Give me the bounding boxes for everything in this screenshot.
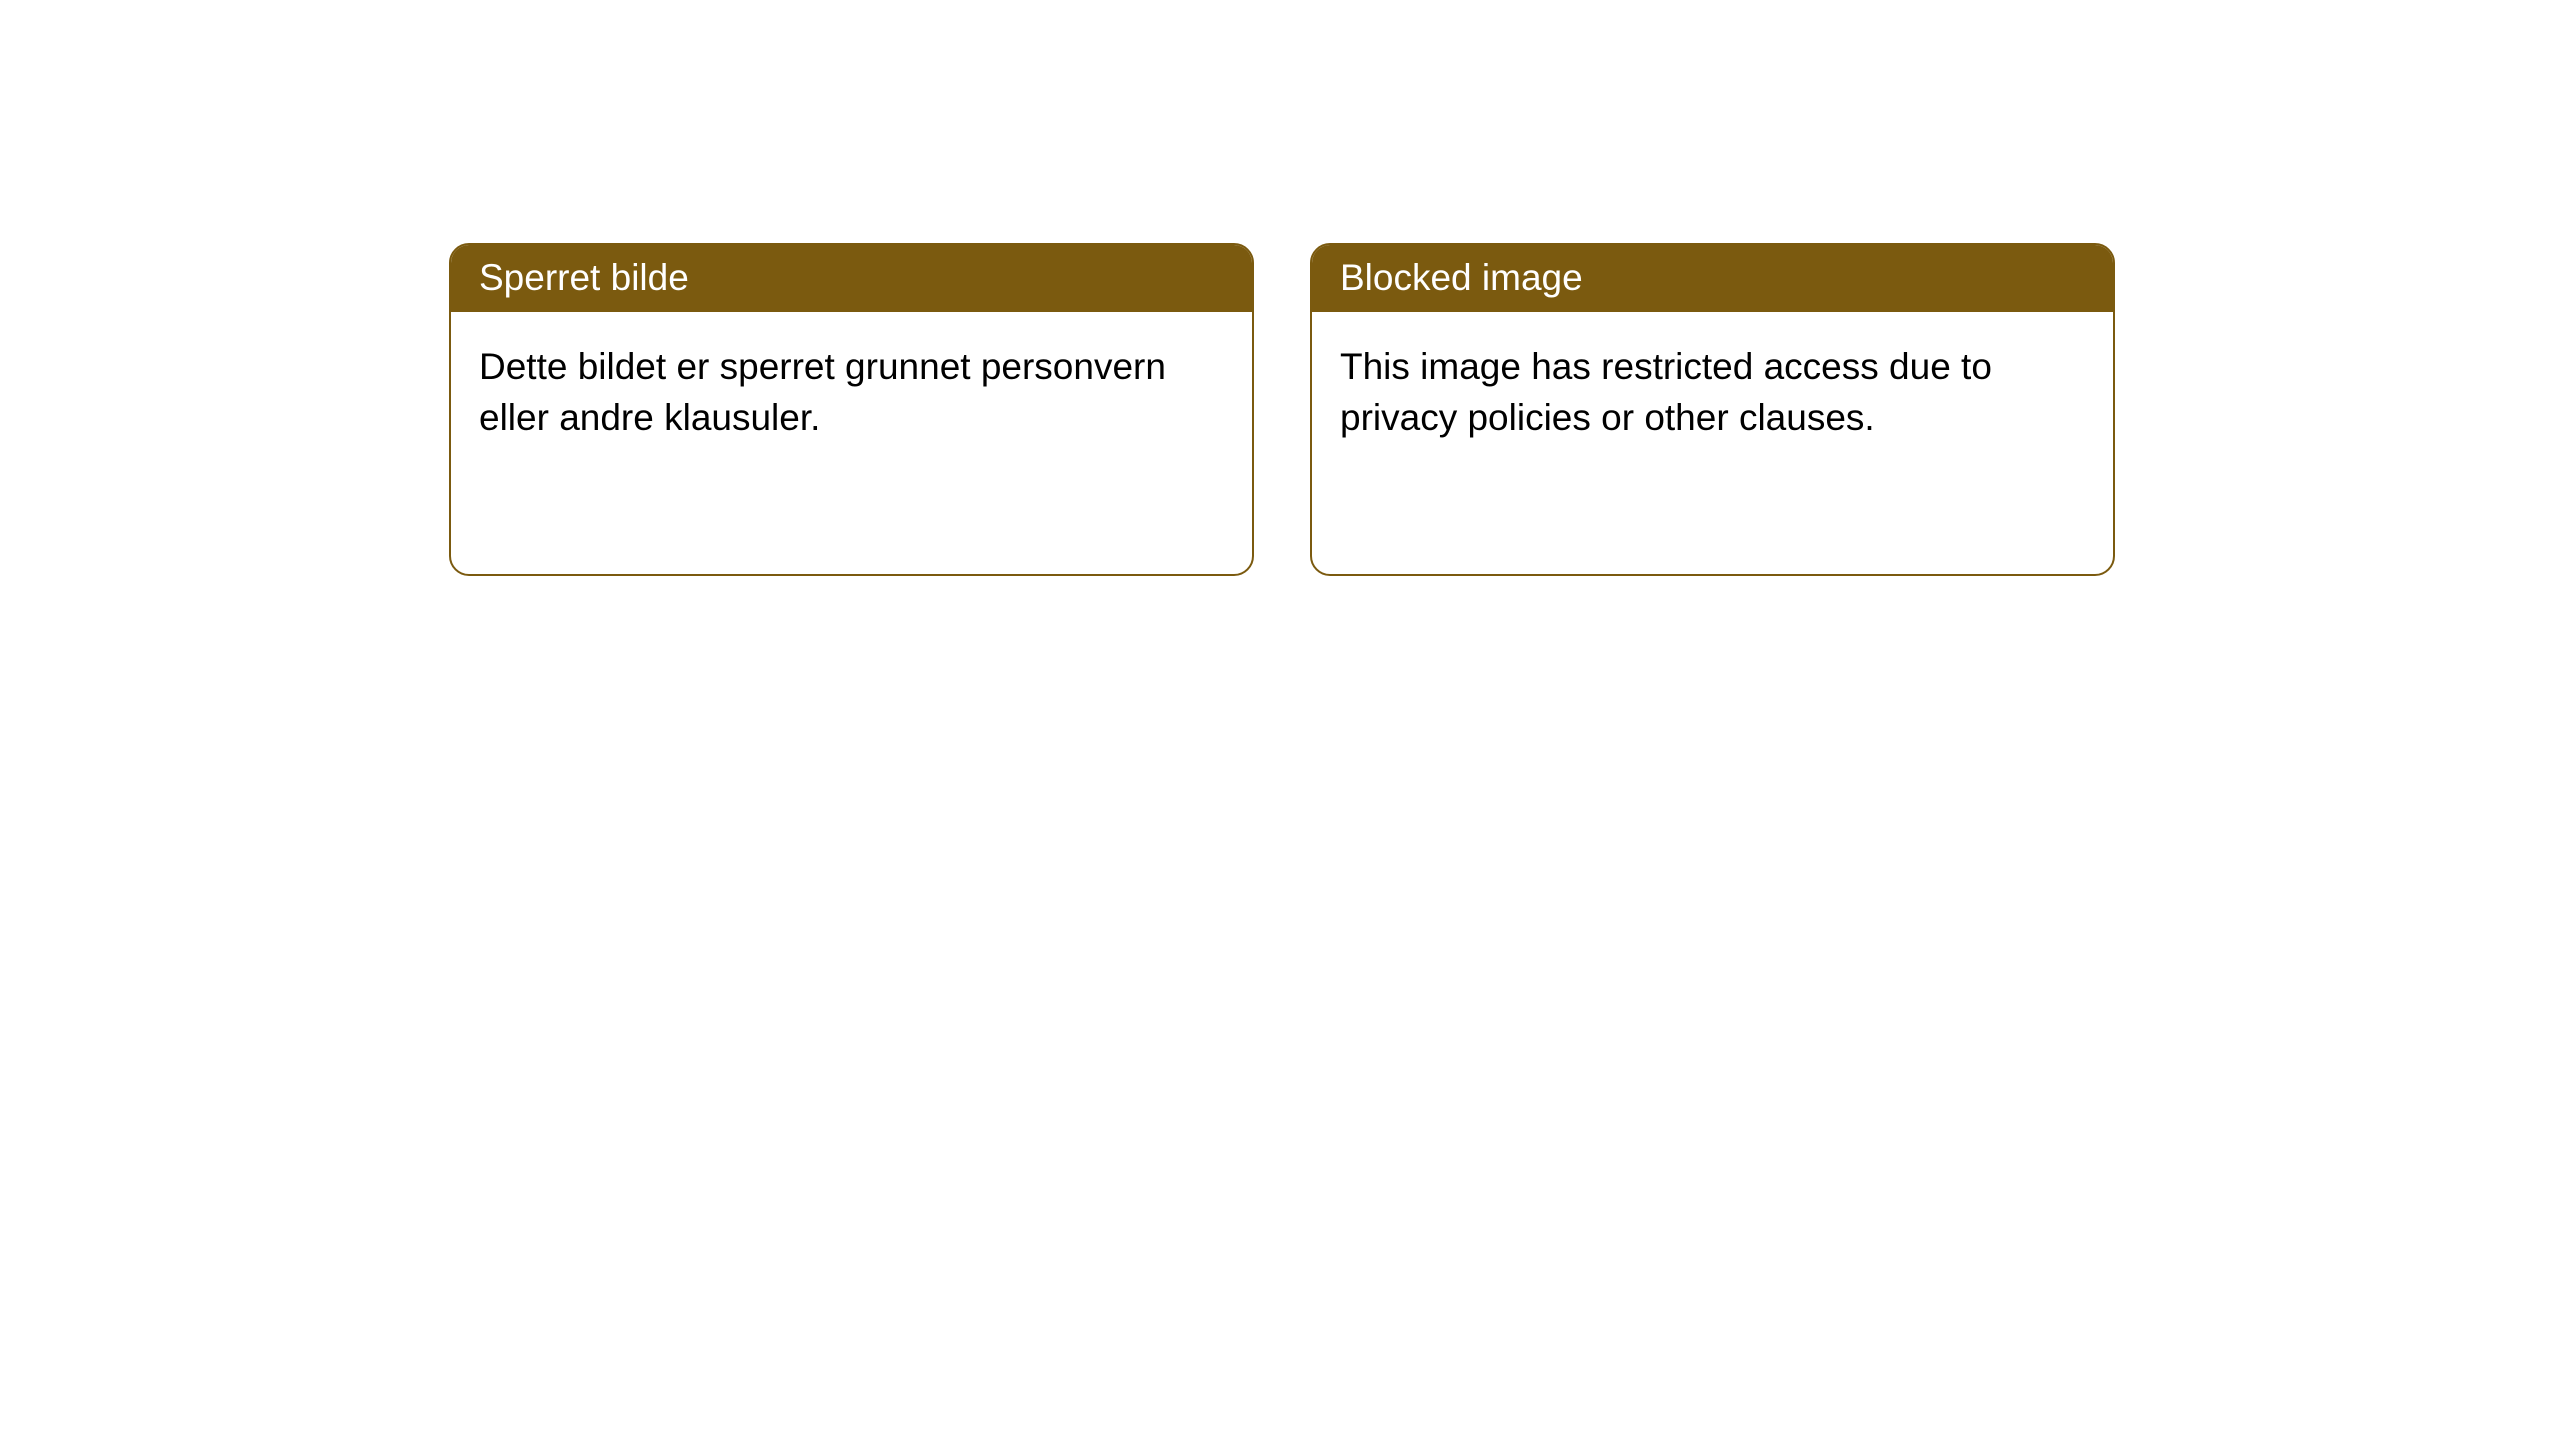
notice-card-english: Blocked image This image has restricted … xyxy=(1310,243,2115,576)
notice-title: Blocked image xyxy=(1312,245,2113,312)
notice-card-norwegian: Sperret bilde Dette bildet er sperret gr… xyxy=(449,243,1254,576)
blocked-image-notices: Sperret bilde Dette bildet er sperret gr… xyxy=(0,0,2560,576)
notice-body: Dette bildet er sperret grunnet personve… xyxy=(451,312,1252,473)
notice-title: Sperret bilde xyxy=(451,245,1252,312)
notice-body: This image has restricted access due to … xyxy=(1312,312,2113,473)
